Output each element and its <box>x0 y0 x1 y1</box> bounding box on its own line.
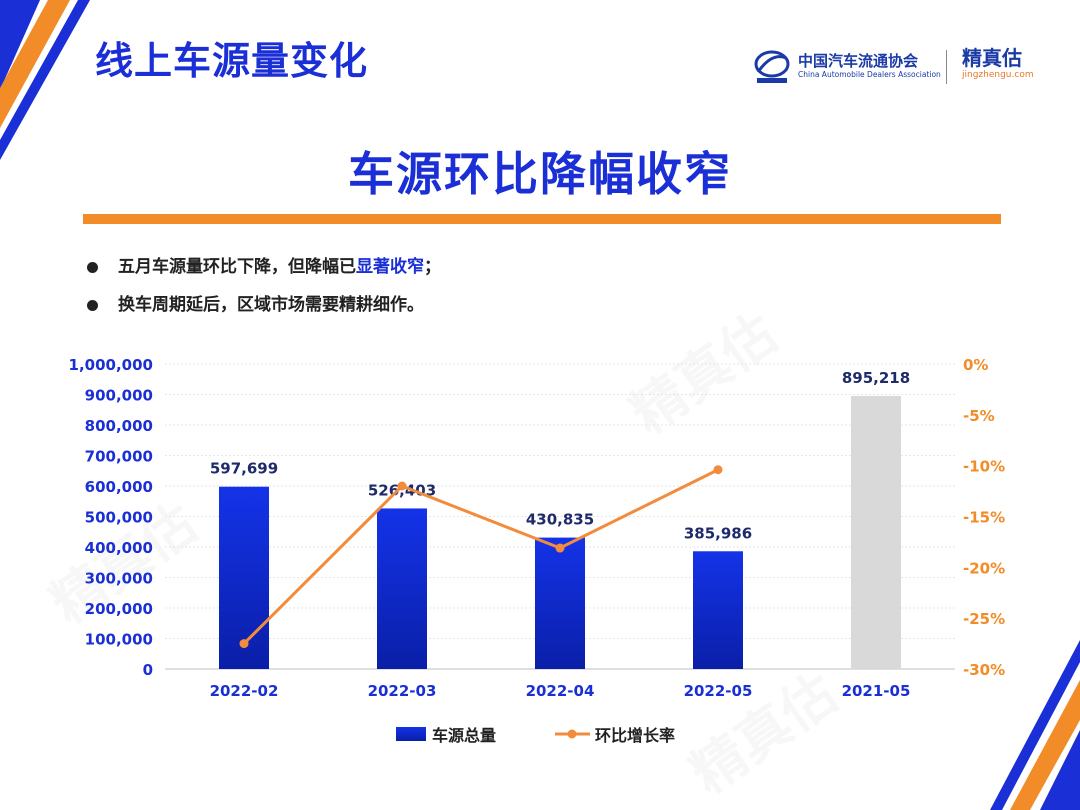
growth-rate-point <box>239 639 249 649</box>
bar <box>851 395 901 669</box>
right-axis-tick-label: -20% <box>963 559 1005 577</box>
right-axis-tick-label: -25% <box>963 610 1005 628</box>
left-axis-tick-label: 700,000 <box>85 448 153 466</box>
bar-data-label: 385,986 <box>684 524 752 542</box>
x-axis-tick-label: 2022-02 <box>210 682 279 700</box>
bullet-item: 换车周期延后，区域市场需要精耕细作。 <box>84 288 441 326</box>
bar <box>535 537 585 669</box>
corner-stripes-bottom-right <box>990 640 1080 810</box>
bullet-text: 换车周期延后，区域市场需要精耕细作。 <box>118 295 424 315</box>
brand-logo-cn: 精真估 <box>962 46 1022 70</box>
org-logo-cn: 中国汽车流通协会 <box>798 52 919 70</box>
right-axis-tick-label: -10% <box>963 458 1005 476</box>
bullet-highlight: 显著收窄 <box>356 257 424 277</box>
left-axis-tick-label: 400,000 <box>85 539 153 557</box>
right-axis-tick-label: -30% <box>963 661 1005 679</box>
left-axis-tick-label: 100,000 <box>85 631 153 649</box>
left-axis-tick-label: 300,000 <box>85 570 153 588</box>
bar <box>219 486 269 669</box>
x-axis-tick-label: 2022-04 <box>526 682 595 700</box>
bullet-item: 五月车源量环比下降，但降幅已显著收窄； <box>84 250 441 288</box>
main-title: 车源环比降幅收窄 <box>348 147 732 201</box>
left-axis-tick-label: 600,000 <box>85 478 153 496</box>
bullet-list: 五月车源量环比下降，但降幅已显著收窄； 换车周期延后，区域市场需要精耕细作。 <box>84 250 441 326</box>
org-logo-en: China Automobile Dealers Association <box>798 70 941 79</box>
left-axis-tick-label: 500,000 <box>85 509 153 527</box>
x-axis-tick-label: 2022-05 <box>684 682 753 700</box>
title-underline-bar <box>83 214 1001 224</box>
legend-swatch-point <box>567 729 577 739</box>
growth-rate-point <box>713 465 723 475</box>
growth-rate-line <box>242 468 719 645</box>
corner-stripes-top-left <box>0 0 90 160</box>
left-axis-tick-label: 200,000 <box>85 600 153 618</box>
bar <box>377 508 427 669</box>
bar <box>693 551 743 669</box>
right-axis-tick-label: -5% <box>963 407 995 425</box>
legend-swatch-bar <box>396 727 426 741</box>
bullet-text-end: ； <box>424 257 441 277</box>
logo-separator <box>946 50 947 84</box>
brand-logo-en: jingzhengu.com <box>962 70 1034 80</box>
bar-data-label: 430,835 <box>526 511 594 529</box>
org-logo: 中国汽车流通协会 China Automobile Dealers Associ… <box>752 44 941 88</box>
bar-data-label: 597,699 <box>210 460 278 478</box>
bullet-text: 五月车源量环比下降，但降幅已 <box>118 257 356 277</box>
left-axis-tick-label: 0 <box>143 661 153 679</box>
bullet-dot-icon <box>87 262 98 273</box>
x-axis-tick-label: 2022-03 <box>368 682 437 700</box>
brand-logo: 精真估 jingzhengu.com <box>962 46 1034 81</box>
left-axis-tick-label: 1,000,000 <box>69 356 153 374</box>
left-axis-tick-label: 800,000 <box>85 417 153 435</box>
section-title: 线上车源量变化 <box>95 39 369 83</box>
legend-label-bar: 车源总量 <box>432 726 496 745</box>
combo-chart: 0 100,000 200,000 300,000 400,000 500,000 600,… <box>69 356 1006 745</box>
legend-label-line: 环比增长率 <box>595 726 675 745</box>
growth-rate-point <box>555 543 565 553</box>
x-axis-tick-label: 2021-05 <box>842 682 911 700</box>
right-axis-tick-label: -15% <box>963 509 1005 527</box>
bar-data-label: 895,218 <box>842 369 910 387</box>
left-axis-tick-label: 900,000 <box>85 387 153 405</box>
bullet-dot-icon <box>87 300 98 311</box>
cada-emblem-icon <box>754 50 790 83</box>
growth-rate-point <box>397 481 407 491</box>
right-axis-tick-label: 0% <box>963 356 988 374</box>
